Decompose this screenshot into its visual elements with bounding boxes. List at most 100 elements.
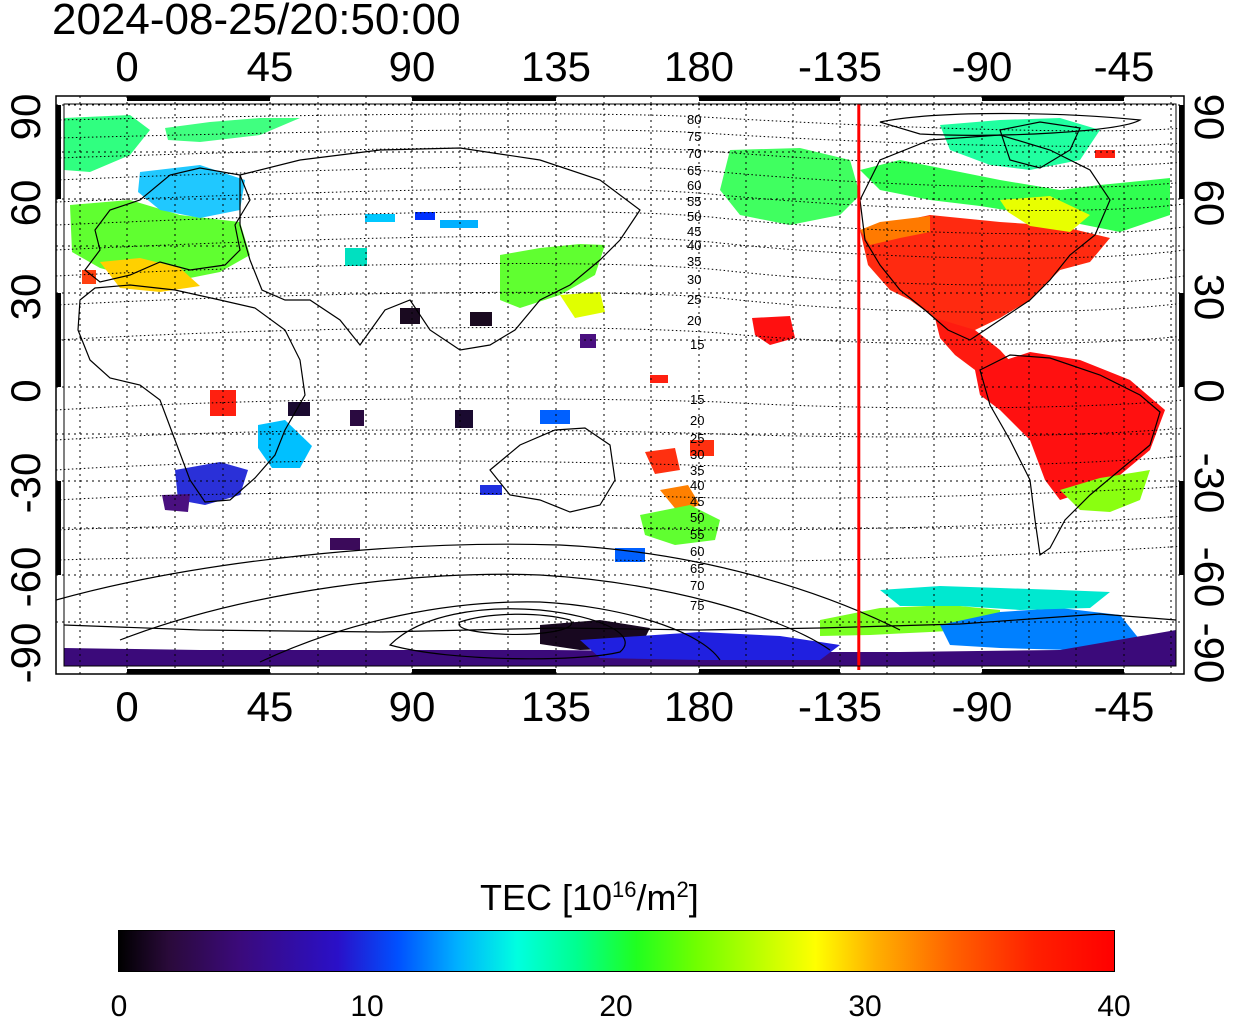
contour-label: 55 (687, 194, 701, 209)
tec-block (82, 270, 96, 284)
tec-block (1095, 150, 1115, 158)
bottom-lon-label: 90 (388, 683, 436, 730)
tec-block (455, 410, 473, 428)
top-lon-label: 180 (663, 43, 735, 90)
tec-patch-canada-yellow (1000, 196, 1090, 232)
tec-block (365, 214, 395, 222)
tec-patch-north-america-edge (860, 216, 930, 245)
tec-block (415, 212, 435, 220)
coastline-europe (84, 167, 251, 283)
tec-block (350, 410, 364, 426)
colorbar (118, 930, 1115, 972)
contour-label: 50 (687, 209, 701, 224)
colorbar-tick-label: 10 (350, 990, 384, 1023)
contour-label: 30 (690, 447, 704, 462)
bottom-lon-label: -45 (1093, 683, 1155, 730)
tec-block (650, 375, 668, 383)
bottom-lon-label: -135 (797, 683, 883, 730)
contour-labels-south: 15 20 25 30 35 40 45 50 55 60 65 70 75 (690, 392, 704, 613)
contour-labels-north: 80 75 70 65 60 55 50 45 40 35 30 25 20 1… (687, 112, 704, 352)
tec-world-map: 80 75 70 65 60 55 50 45 40 35 30 25 20 1… (55, 95, 1185, 675)
tec-patch-antarctic-purple (64, 630, 1176, 666)
contour-label: 50 (690, 510, 704, 525)
coastline-south-america (979, 354, 1161, 557)
coastline-asia (239, 147, 641, 351)
bottom-lon-label: 135 (520, 683, 592, 730)
coastline-antarctica (63, 613, 1177, 633)
contour-label: 45 (687, 224, 701, 239)
contour-label: 40 (690, 478, 704, 493)
top-lon-label: -90 (951, 43, 1013, 90)
coastline-australia (489, 427, 616, 513)
bottom-lon-label: 0 (115, 683, 139, 730)
tec-block (615, 548, 645, 562)
plot-inner-frame (63, 103, 1177, 667)
coastline-greenland (999, 121, 1081, 169)
contour-label: 40 (687, 238, 701, 253)
tec-patch-europe (70, 200, 250, 280)
contour-label: 20 (687, 313, 701, 328)
tec-patch-north-america (860, 215, 1110, 335)
tec-block (288, 402, 310, 416)
contour-label: 55 (690, 527, 704, 542)
colorbar-tick-label: 0 (110, 990, 128, 1023)
contour-label: 65 (687, 163, 701, 178)
map-title: 2024-08-25/20:50:00 (52, 0, 461, 44)
tec-block (470, 312, 492, 326)
contour-label: 60 (687, 178, 701, 193)
contour-label: 35 (690, 463, 704, 478)
tec-block (345, 248, 367, 266)
contour-lines (56, 113, 1184, 563)
colorbar-tick-label: 40 (1097, 990, 1131, 1023)
top-lon-label: -45 (1093, 43, 1155, 90)
colorbar-title-exp1: 16 (612, 877, 637, 902)
tec-patch-scandinavia (138, 165, 245, 218)
colorbar-tick-label: 30 (848, 990, 882, 1023)
contour-label: 60 (690, 544, 704, 559)
colorbar-title-main: TEC [10 (480, 877, 613, 918)
tec-block (330, 538, 360, 550)
colorbar-title-end: ] (688, 877, 699, 918)
contour-label: 75 (690, 598, 704, 613)
contour-label: 30 (687, 272, 701, 287)
top-lon-label: 0 (115, 43, 139, 90)
colorbar-title-exp2: 2 (676, 877, 689, 902)
coastline-africa (77, 284, 306, 503)
contour-label: 35 (687, 254, 701, 269)
tec-patch-south-africa-dark (162, 494, 190, 512)
contour-label: 25 (687, 292, 701, 307)
tec-patch-south-pacific (640, 505, 720, 545)
frame-tick-bars (56, 96, 1184, 674)
contour-label: 75 (687, 129, 701, 144)
tec-patch-north-pacific (720, 148, 860, 225)
top-lon-label: 135 (520, 43, 592, 90)
tec-block (400, 308, 420, 324)
tec-patch-antarctic-blue2 (580, 632, 840, 660)
top-lon-label: 45 (246, 43, 294, 90)
tec-patch-arctic-europe (64, 115, 150, 172)
contour-label: 20 (690, 413, 704, 428)
tec-block (690, 440, 714, 456)
contour-label: 65 (690, 561, 704, 576)
contour-label: 80 (687, 112, 701, 127)
tec-patch-canada (860, 160, 1170, 232)
colorbar-title: TEC [1016/m2] (480, 868, 699, 920)
tec-block (540, 410, 570, 424)
tec-data-layer (64, 115, 1176, 666)
top-lon-label: -135 (797, 43, 883, 90)
coastlines (63, 121, 1177, 633)
bottom-lon-label: 45 (246, 683, 294, 730)
contour-label: 15 (690, 392, 704, 407)
contour-label: 45 (690, 494, 704, 509)
tec-patch-japan-yellow (560, 292, 605, 318)
contour-label: 70 (690, 578, 704, 593)
tec-block (580, 334, 596, 348)
tec-block (440, 220, 478, 228)
tec-patch-antarctic-cyan (880, 586, 1110, 610)
tec-patch-antarctic-blue (940, 608, 1140, 650)
tec-patch-nz-north (645, 448, 680, 474)
top-lon-label: 90 (388, 43, 436, 90)
tec-block (480, 485, 502, 495)
tec-patch-east-asia (500, 244, 605, 308)
tec-patch-south-america (975, 352, 1165, 500)
